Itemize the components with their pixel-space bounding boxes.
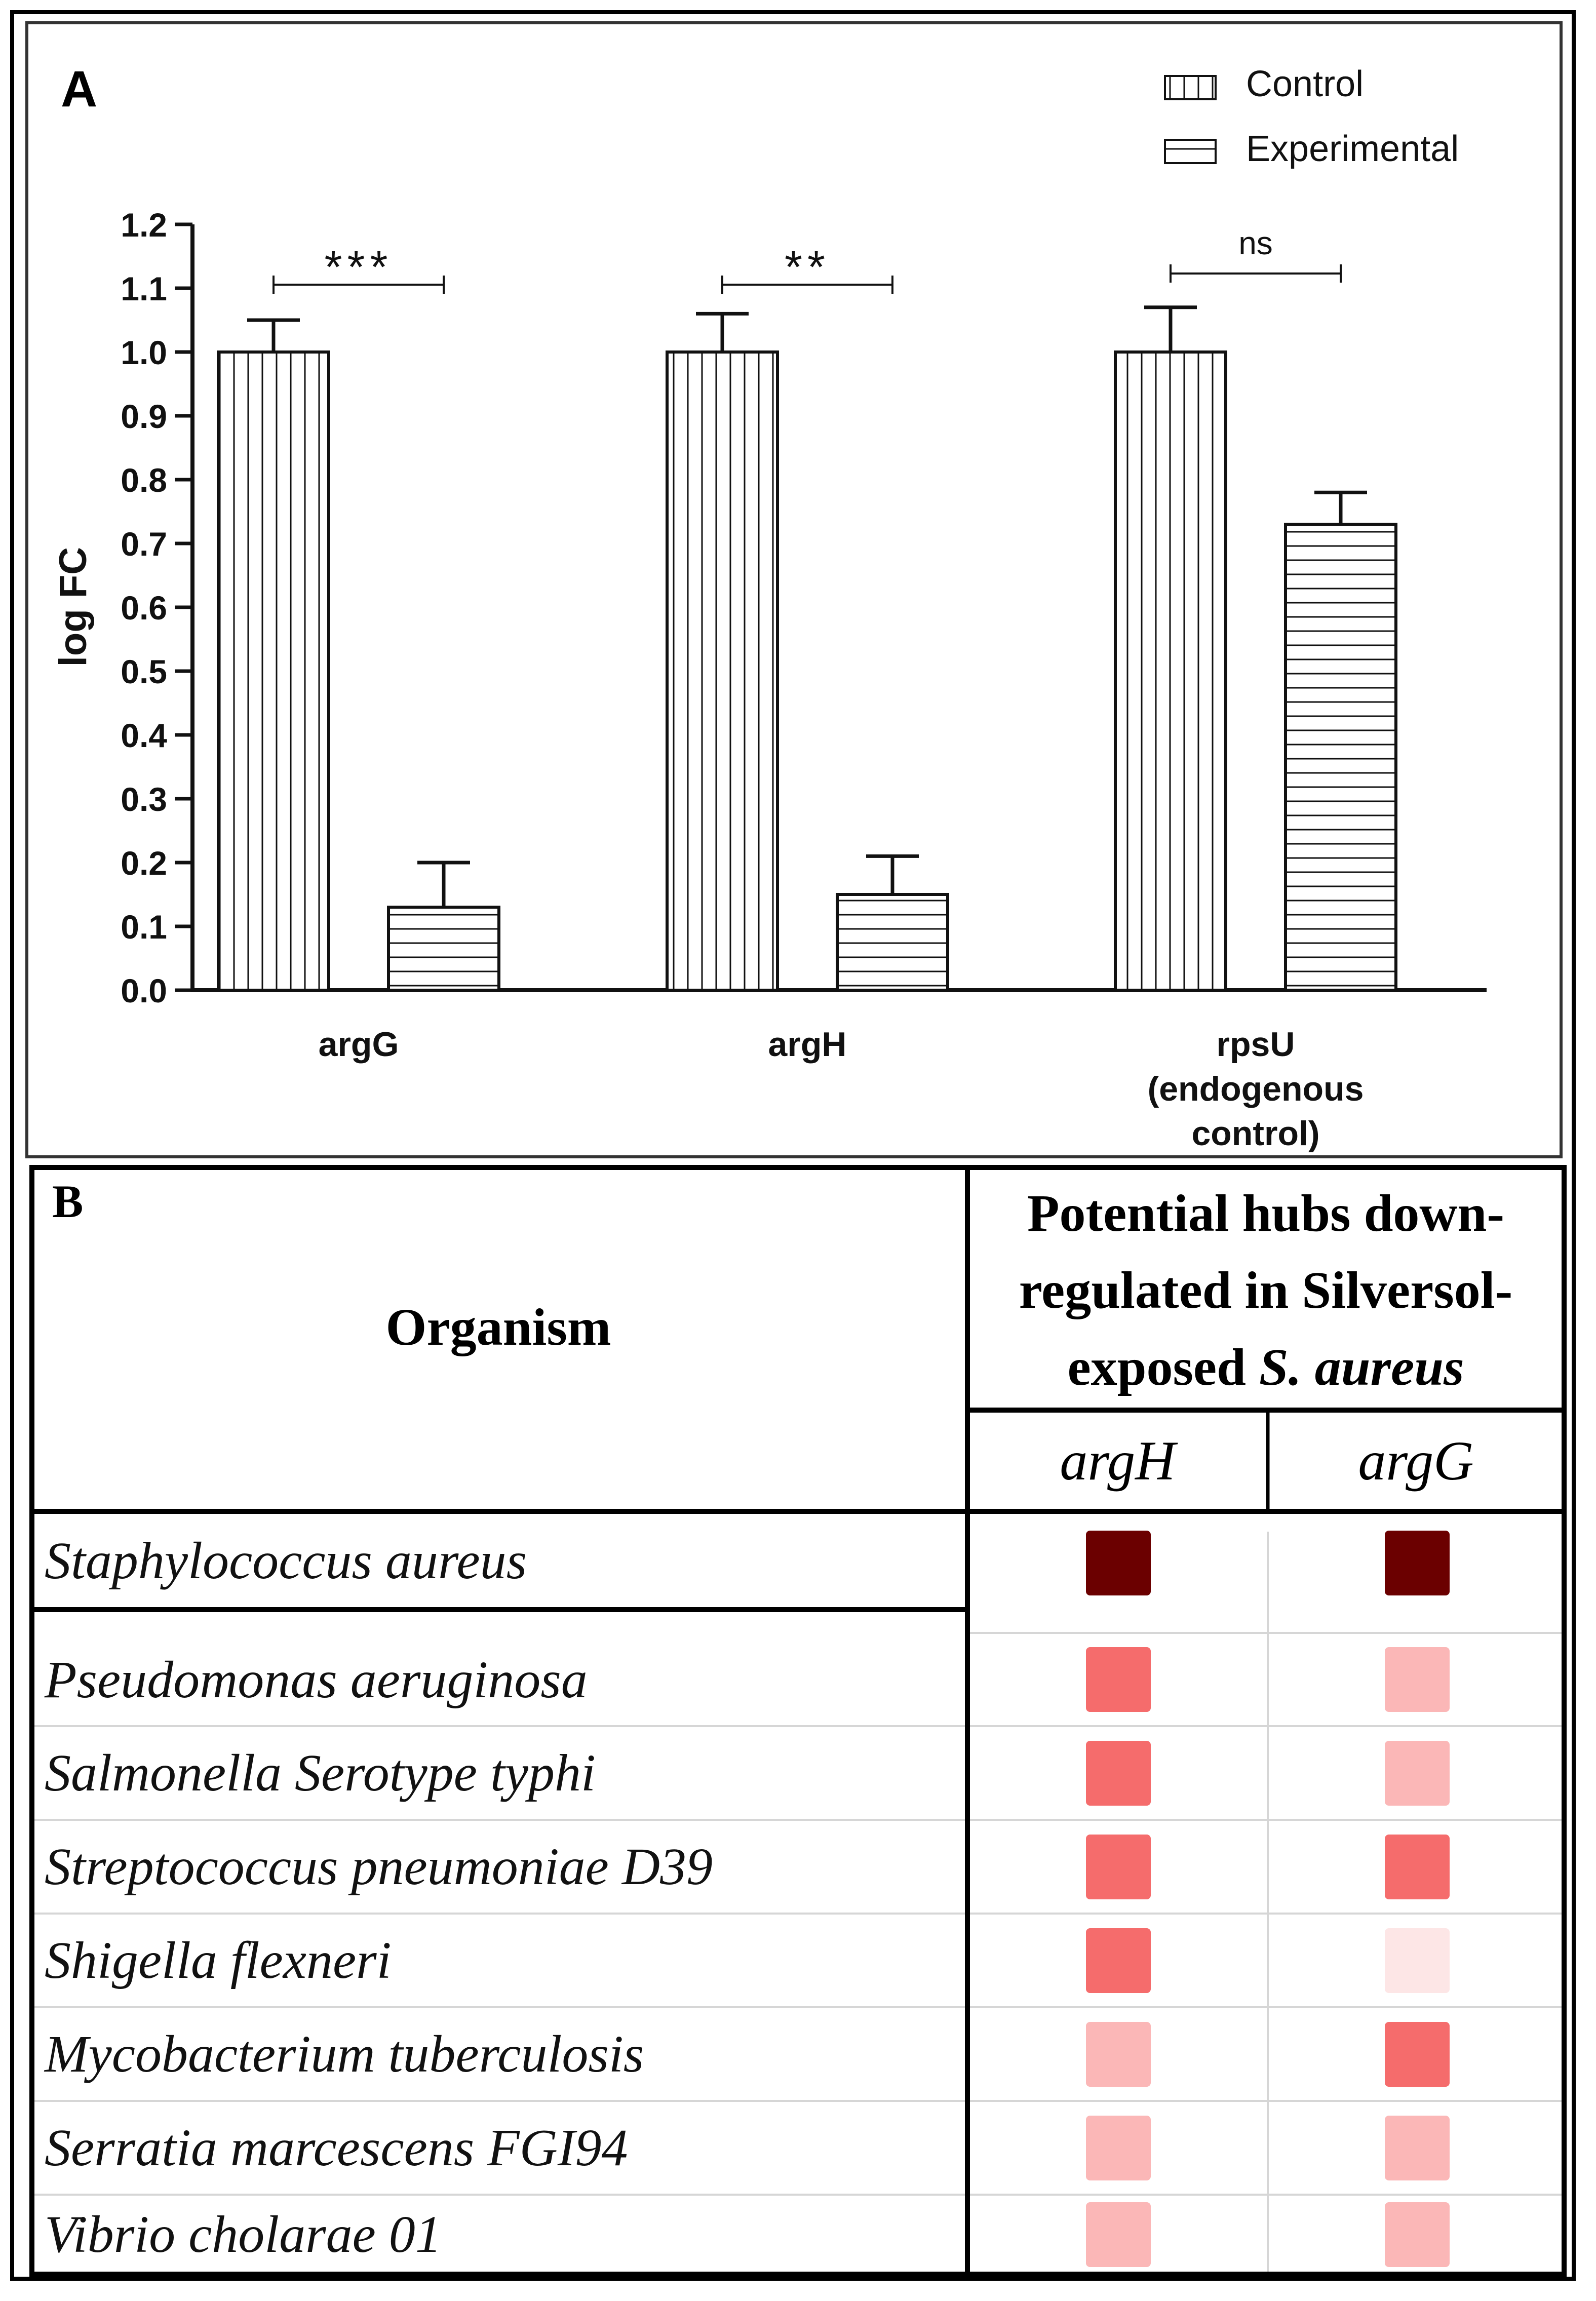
significance-label: ** xyxy=(785,242,830,293)
hub-header-line-3-text: exposed xyxy=(1067,1338,1259,1396)
y-tick-label: 1.1 xyxy=(121,270,167,307)
y-axis-label: log FC xyxy=(52,547,95,667)
organism-name: Serratia marcescens FGI94 xyxy=(45,2119,628,2177)
legend-label-control: Control xyxy=(1246,64,1364,104)
organism-header: Organism xyxy=(385,1298,611,1356)
organism-name: Pseudomonas aeruginosa xyxy=(45,1650,588,1709)
bar-control xyxy=(217,350,330,992)
y-tick-label: 0.8 xyxy=(121,461,167,499)
x-tick-label: (endogenous xyxy=(1148,1070,1364,1108)
hub-header-line-3: exposed S. aureus xyxy=(967,1329,1564,1406)
x-tick-label: control) xyxy=(1191,1114,1319,1153)
y-tick-label: 0.9 xyxy=(121,398,167,435)
heat-cell-argH xyxy=(1086,1834,1151,1899)
bar-chart: A Control Experimental 0.00.10.20.30.40.… xyxy=(52,61,1487,1153)
y-tick-label: 0.2 xyxy=(121,844,167,882)
heat-cell-argG xyxy=(1385,1740,1450,1806)
panel-a-label: A xyxy=(61,61,97,118)
y-tick-label: 1.2 xyxy=(121,206,167,244)
organism-name: Mycobacterium tuberculosis xyxy=(45,2025,644,2083)
y-tick-label: 0.6 xyxy=(121,589,167,627)
x-tick-label: argG xyxy=(319,1025,399,1064)
gene-column-argH: argH xyxy=(1060,1429,1176,1492)
heat-cell-argH xyxy=(1086,1531,1151,1595)
x-labels: argG argH rpsU (endogenous control) xyxy=(319,1025,1364,1153)
heat-cell-argG xyxy=(1385,2202,1450,2267)
panel-b-label: B xyxy=(52,1176,84,1227)
legend-swatch-experimental xyxy=(1164,139,1217,164)
y-ticks: 0.0 0.1 0.2 0.3 0.4 0.5 0.6 0.7 0.8 0.9 1.0 1.1 1.2 xyxy=(121,206,192,1009)
hub-header-line-1: Potential hubs down- xyxy=(1027,1184,1504,1242)
y-tick-label: 0.7 xyxy=(121,525,167,563)
heat-cell-argH xyxy=(1086,1740,1151,1806)
y-tick-label: 0.1 xyxy=(121,908,167,946)
legend-swatch-control xyxy=(1164,75,1217,100)
heat-cell-argH xyxy=(1086,1647,1151,1712)
hub-header: Potential hubs down- regulated in Silver… xyxy=(967,1175,1564,1408)
bars: *** ** ns xyxy=(217,225,1397,992)
y-tick-label: 0.3 xyxy=(121,781,167,818)
significance-label: ns xyxy=(1238,225,1273,261)
heat-cell-argG xyxy=(1385,2115,1450,2180)
heat-cell-argG xyxy=(1385,1928,1450,1993)
figure-frame xyxy=(10,10,1576,2281)
hub-header-line-2: regulated in Silversol- xyxy=(1019,1261,1513,1319)
heat-cell-argG xyxy=(1385,1647,1450,1712)
bar-experimental xyxy=(1284,523,1397,992)
bar-control xyxy=(1114,350,1227,992)
organism-name: Vibrio cholarae 01 xyxy=(45,2205,442,2264)
organism-name: Shigella flexneri xyxy=(45,1931,392,1990)
heat-cell-argH xyxy=(1086,2021,1151,2087)
heat-cell-argH xyxy=(1086,2202,1151,2267)
heat-cell-argG xyxy=(1385,2021,1450,2087)
gene-column-argG: argG xyxy=(1358,1429,1474,1492)
heat-cell-argG xyxy=(1385,1834,1450,1899)
bar-control xyxy=(666,350,779,992)
hub-header-species: S. aureus xyxy=(1259,1338,1464,1396)
x-tick-label: argH xyxy=(768,1025,847,1064)
heat-cell-argG xyxy=(1385,1531,1450,1595)
y-tick-label: 1.0 xyxy=(121,334,167,371)
y-tick-label: 0.0 xyxy=(121,972,167,1009)
legend: Control Experimental xyxy=(1164,64,1459,169)
x-tick-label: rpsU xyxy=(1217,1025,1295,1064)
bar-experimental xyxy=(387,906,500,992)
y-tick-label: 0.5 xyxy=(121,653,167,690)
bar-experimental xyxy=(836,893,949,992)
legend-label-experimental: Experimental xyxy=(1246,129,1459,169)
table-grid xyxy=(29,1165,1567,2277)
organism-name: Salmonella Serotype typhi xyxy=(45,1744,596,1802)
panel-a-frame xyxy=(25,21,1563,1158)
organism-name: Staphylococcus aureus xyxy=(45,1531,527,1590)
heat-cell-argH xyxy=(1086,2115,1151,2180)
significance-label: *** xyxy=(324,242,393,293)
panel-b: B Organism Potential hubs down- regulate… xyxy=(29,1165,1567,2277)
heat-cell-argH xyxy=(1086,1928,1151,1993)
organism-name: Streptococcus pneumoniae D39 xyxy=(45,1838,713,1896)
y-tick-label: 0.4 xyxy=(121,717,167,754)
